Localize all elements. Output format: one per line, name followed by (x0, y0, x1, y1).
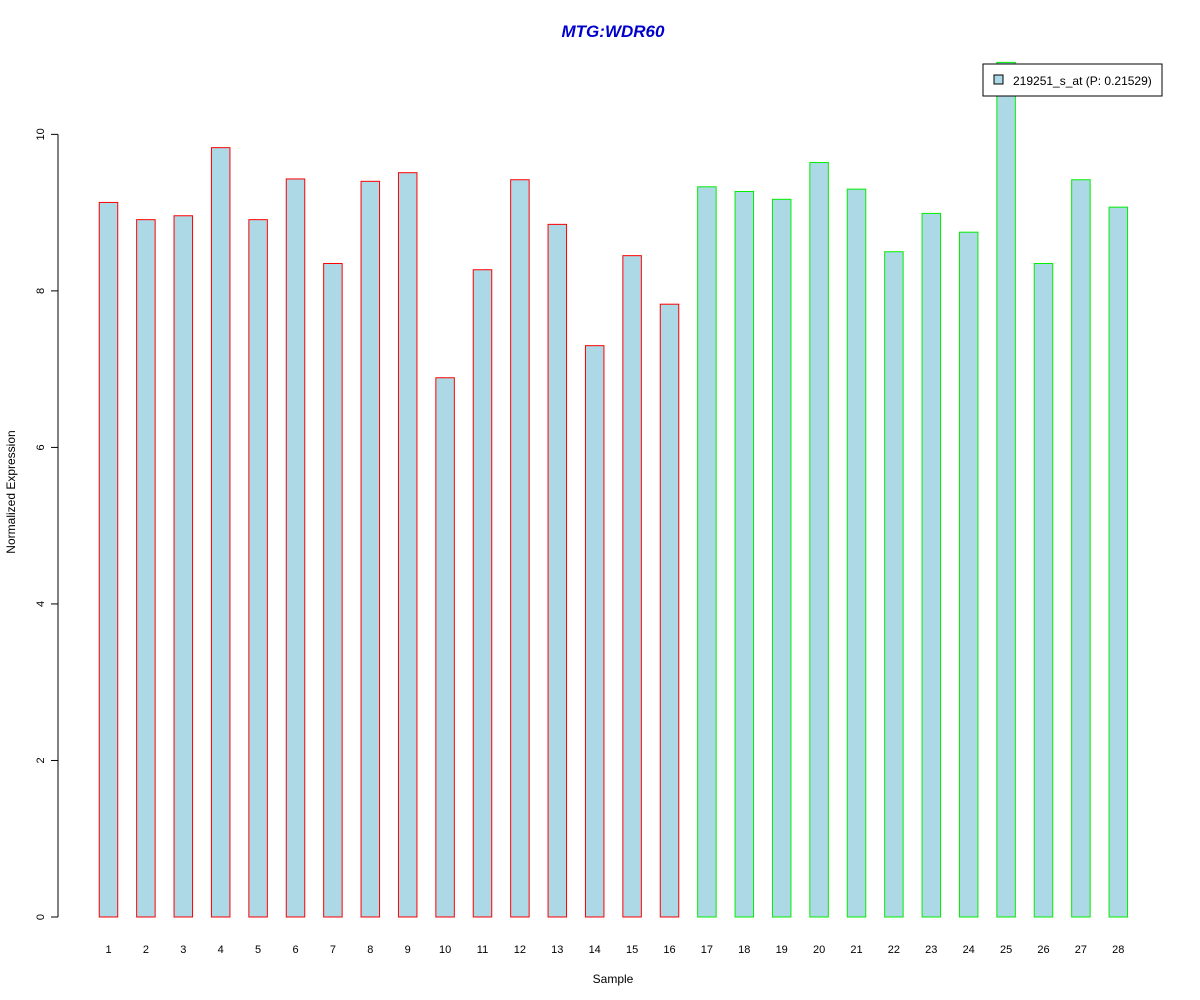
x-tick-label: 13 (551, 944, 563, 956)
bar-sample-24 (958, 231, 979, 918)
bar-sample-15 (622, 255, 642, 918)
x-tick-label: 22 (888, 944, 900, 956)
bar-sample-20 (809, 162, 829, 918)
x-tick-label: 10 (439, 944, 451, 956)
x-tick-label: 24 (963, 944, 975, 956)
bar-sample-12 (510, 179, 530, 918)
x-tick-label: 15 (626, 944, 638, 956)
x-tick-label: 16 (663, 944, 675, 956)
x-tick-label: 2 (143, 944, 149, 956)
bar-sample-8 (360, 180, 381, 918)
bar-sample-22 (884, 251, 904, 918)
y-tick-label: 8 (35, 288, 47, 294)
chart-title: MTG:WDR60 (562, 22, 665, 41)
bar-sample-16 (659, 303, 680, 918)
x-tick-label: 8 (367, 944, 373, 956)
x-tick-label: 25 (1000, 944, 1012, 956)
x-tick-label: 7 (330, 944, 336, 956)
bar-sample-17 (697, 186, 717, 918)
bar-sample-13 (547, 223, 568, 918)
bar-sample-7 (323, 262, 343, 918)
bars (98, 61, 1129, 918)
bar-sample-18 (734, 190, 755, 918)
x-tick-label: 5 (255, 944, 261, 956)
legend-swatch (993, 74, 1004, 85)
x-axis-label: Sample (593, 972, 634, 986)
bar-sample-14 (584, 345, 605, 918)
bar-sample-2 (136, 219, 156, 918)
x-tick-labels: 1 2 3 4 5 6 7 8 9 10 11 12 13 14 15 16 17 18 19 20 21 22 23 24 2… (105, 944, 1124, 956)
x-tick-label: 17 (701, 944, 713, 956)
x-tick-label: 11 (477, 944, 488, 956)
bar-sample-25 (996, 61, 1016, 918)
bar-sample-10 (435, 377, 455, 918)
x-tick-label: 27 (1075, 944, 1087, 956)
bar-sample-9 (397, 172, 418, 918)
legend-entry: 219251_s_at (P: 0.21529) (1013, 74, 1152, 88)
x-tick-label: 23 (925, 944, 937, 956)
x-tick-label: 12 (514, 944, 526, 956)
x-tick-label: 19 (776, 944, 788, 956)
bar-sample-27 (1071, 179, 1091, 918)
legend-box (982, 63, 1163, 97)
x-tick-label: 9 (405, 944, 411, 956)
bar-sample-19 (771, 198, 792, 918)
y-axis: 0 2 4 6 8 10 (35, 128, 59, 920)
bar-sample-26 (1033, 262, 1054, 918)
y-tick-label: 4 (35, 601, 47, 607)
x-tick-label: 28 (1112, 944, 1124, 956)
x-tick-label: 20 (813, 944, 825, 956)
bar-sample-4 (210, 147, 231, 918)
y-tick-label: 0 (35, 914, 47, 920)
x-tick-label: 6 (292, 944, 298, 956)
y-tick-label: 2 (35, 757, 47, 763)
x-tick-label: 26 (1037, 944, 1049, 956)
x-tick-label: 14 (589, 944, 601, 956)
bar-sample-6 (285, 178, 306, 918)
x-tick-label: 1 (105, 944, 111, 956)
legend: 219251_s_at (P: 0.21529) (982, 63, 1163, 97)
bar-sample-28 (1108, 206, 1129, 918)
y-axis-label: Normalized Expression (4, 430, 18, 553)
bar-sample-1 (98, 201, 119, 918)
bar-sample-11 (472, 269, 493, 918)
bar-sample-3 (173, 215, 194, 918)
x-tick-label: 18 (738, 944, 750, 956)
y-tick-label: 6 (35, 444, 47, 450)
x-tick-label: 21 (850, 944, 862, 956)
y-tick-label: 10 (35, 128, 47, 140)
x-tick-label: 3 (180, 944, 186, 956)
bar-sample-21 (846, 188, 867, 918)
bar-sample-23 (921, 212, 942, 918)
x-tick-label: 4 (218, 944, 224, 956)
bar-sample-5 (248, 219, 268, 918)
